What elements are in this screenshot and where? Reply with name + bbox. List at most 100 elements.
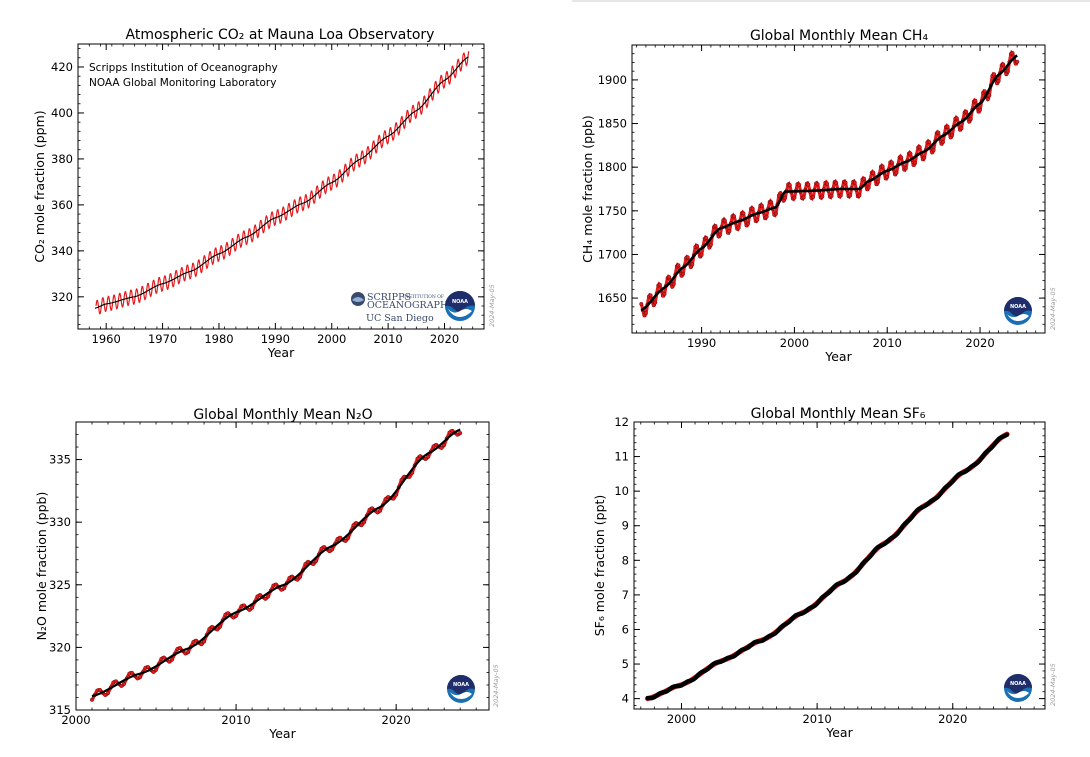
y-tick-label: 325 bbox=[49, 578, 71, 592]
x-tick-label: 1980 bbox=[204, 332, 233, 346]
plot-frame bbox=[633, 421, 1046, 710]
monthly-point bbox=[1015, 59, 1020, 64]
y-tick-label: 12 bbox=[614, 415, 629, 429]
y-tick-label: 340 bbox=[51, 244, 73, 258]
scripps-logo-text: SCRIPPS bbox=[367, 292, 411, 303]
monthly-point bbox=[639, 302, 644, 307]
y-tick-label: 8 bbox=[622, 553, 629, 567]
monthly-point bbox=[383, 497, 388, 502]
monthly-point bbox=[450, 428, 455, 433]
monthly-series-points bbox=[639, 51, 1020, 318]
monthly-point bbox=[727, 229, 732, 234]
monthly-point bbox=[215, 627, 220, 632]
x-axis-label: Year bbox=[268, 726, 296, 741]
y-tick-label: 11 bbox=[614, 450, 629, 464]
monthly-point bbox=[885, 174, 890, 179]
monthly-point bbox=[736, 225, 741, 230]
co2-chart-panel: Atmospheric CO₂ at Mauna Loa Observatory… bbox=[0, 0, 545, 376]
monthly-point bbox=[732, 214, 737, 219]
y-tick-label: 5 bbox=[622, 657, 629, 671]
x-tick-label: 2010 bbox=[802, 712, 831, 726]
monthly-point bbox=[343, 538, 348, 543]
monthly-point bbox=[676, 263, 681, 268]
monthly-point bbox=[330, 547, 335, 552]
x-tick-label: 2020 bbox=[382, 713, 411, 727]
x-axis-label: Year bbox=[824, 349, 852, 364]
x-tick-label: 1990 bbox=[261, 332, 290, 346]
x-tick-label: 2020 bbox=[965, 336, 994, 350]
monthly-point bbox=[913, 161, 918, 166]
monthly-point bbox=[423, 456, 428, 461]
monthly-point bbox=[927, 139, 932, 144]
monthly-point bbox=[755, 217, 760, 222]
monthly-point bbox=[648, 293, 653, 298]
scripps-logo-subtext: INSTITUTION OF bbox=[403, 294, 444, 300]
monthly-point bbox=[97, 688, 102, 693]
x-tick-label: 2010 bbox=[873, 336, 902, 350]
monthly-series-points bbox=[89, 428, 463, 702]
y-tick-label: 330 bbox=[49, 515, 71, 529]
trend-series-line bbox=[91, 428, 461, 698]
monthly-point bbox=[314, 558, 319, 563]
y-tick-label: 320 bbox=[51, 290, 73, 304]
monthly-point bbox=[258, 592, 263, 597]
monthly-point bbox=[987, 93, 992, 98]
monthly-point bbox=[266, 594, 271, 599]
monthly-point bbox=[359, 523, 364, 528]
monthly-point bbox=[871, 170, 876, 175]
monthly-point bbox=[234, 613, 239, 618]
monthly-point bbox=[843, 180, 848, 185]
y-tick-label: 1650 bbox=[598, 291, 627, 305]
monthly-point bbox=[750, 206, 755, 211]
monthly-point bbox=[718, 232, 723, 237]
monthly-point bbox=[875, 180, 880, 185]
monthly-point bbox=[169, 657, 174, 662]
x-tick-label: 2010 bbox=[221, 713, 250, 727]
scripps-logo: SCRIPPS INSTITUTION OF OCEANOGRAPHY UC S… bbox=[351, 292, 455, 324]
credit-scripps: Scripps Institution of Oceanography bbox=[89, 62, 278, 74]
monthly-series-line bbox=[95, 51, 470, 315]
plot-frame bbox=[631, 44, 1046, 334]
monthly-point bbox=[783, 195, 788, 200]
monthly-point bbox=[931, 147, 936, 152]
y-tick-label: 6 bbox=[622, 622, 629, 636]
monthly-point bbox=[694, 243, 699, 248]
monthly-point bbox=[298, 574, 303, 579]
monthly-point bbox=[769, 200, 774, 205]
monthly-point bbox=[290, 574, 295, 579]
monthly-point bbox=[274, 582, 279, 587]
monthly-point bbox=[680, 271, 685, 276]
monthly-point bbox=[950, 133, 955, 138]
noaa-logo: NOAA bbox=[445, 291, 475, 321]
monthly-point bbox=[1005, 69, 1010, 74]
ch4-chart: Global Monthly Mean CH₄ 1990 2000 2010 2020… bbox=[580, 28, 1057, 364]
monthly-series-line bbox=[645, 431, 1010, 702]
x-tick-label: 2010 bbox=[373, 332, 402, 346]
monthly-point bbox=[137, 675, 142, 680]
monthly-point bbox=[899, 155, 904, 160]
x-tick-label: 1970 bbox=[148, 332, 177, 346]
chart-title: Global Monthly Mean N₂O bbox=[193, 407, 372, 423]
monthly-point bbox=[247, 607, 252, 612]
y-tick-label: 315 bbox=[49, 703, 71, 717]
noaa-logo-text: NOAA bbox=[1010, 304, 1026, 310]
monthly-point bbox=[145, 665, 150, 670]
x-tick-label: 2000 bbox=[667, 712, 696, 726]
y-tick-label: 1700 bbox=[598, 247, 627, 261]
y-tick-label: 335 bbox=[49, 453, 71, 467]
date-stamp: 2024-May-05 bbox=[488, 284, 496, 327]
date-stamp: 2024-May-05 bbox=[492, 664, 500, 707]
trend-series-line bbox=[640, 54, 1018, 312]
monthly-point bbox=[370, 506, 375, 511]
monthly-point bbox=[667, 275, 672, 280]
monthly-point bbox=[978, 107, 983, 112]
monthly-point bbox=[820, 194, 825, 199]
monthly-point bbox=[894, 170, 899, 175]
y-axis-label: SF₆ mole fraction (ppt) bbox=[592, 495, 607, 637]
monthly-point bbox=[889, 160, 894, 165]
noaa-logo-text: NOAA bbox=[453, 682, 469, 688]
monthly-point bbox=[787, 183, 792, 188]
monthly-point bbox=[89, 697, 94, 702]
sf6-chart-panel: Global Monthly Mean SF₆ 2000 2010 2020 4 5 6 7… bbox=[545, 376, 1090, 753]
monthly-point bbox=[351, 523, 356, 528]
